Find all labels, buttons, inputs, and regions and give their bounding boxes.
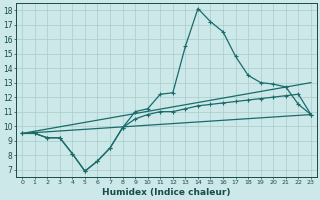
X-axis label: Humidex (Indice chaleur): Humidex (Indice chaleur) (102, 188, 231, 197)
